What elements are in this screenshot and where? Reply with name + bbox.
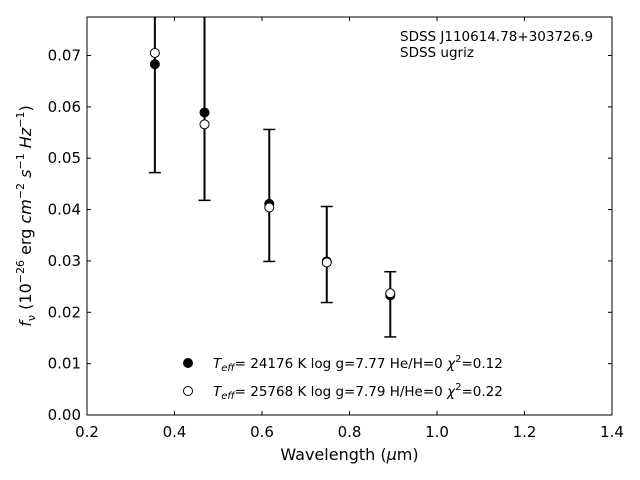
x-axis-label: Wavelength (μm) bbox=[280, 445, 418, 464]
x-tick-label: 1.2 bbox=[513, 423, 537, 441]
x-tick-label: 1.0 bbox=[425, 423, 449, 441]
model-b-point bbox=[385, 288, 396, 299]
model-b-point bbox=[264, 202, 275, 213]
legend-entry: Teff= 24176 K log g=7.77 He/H=0 χ2=0.12 bbox=[213, 354, 503, 374]
y-tick-label: 0.06 bbox=[48, 98, 81, 116]
data-layer bbox=[148, 17, 397, 396]
model-a-point bbox=[199, 107, 210, 118]
y-tick-label: 0.00 bbox=[48, 406, 81, 424]
y-tick-label: 0.05 bbox=[48, 149, 81, 167]
model-b-point bbox=[321, 257, 332, 268]
x-tick-label: 0.8 bbox=[338, 423, 362, 441]
model-b-point bbox=[199, 119, 210, 130]
x-tick-label: 0.4 bbox=[163, 423, 187, 441]
y-axis-label: fν (10−26 erg cm−2 s−1 Hz−1) bbox=[14, 105, 38, 326]
legend-entry: Teff= 25768 K log g=7.79 H/He=0 χ2=0.22 bbox=[213, 382, 503, 402]
annotation-survey: SDSS ugriz bbox=[400, 45, 474, 61]
text-layer: SDSS J110614.78+303726.9 SDSS ugriz Wave… bbox=[14, 29, 593, 464]
model-a-point bbox=[149, 59, 160, 70]
y-tick-label: 0.04 bbox=[48, 201, 81, 219]
axes: 0.2 0.4 0.6 0.8 1.0 1.2 1.4 0.00 0.01 0.02 0.03 0.0… bbox=[48, 16, 624, 441]
y-tick-label: 0.07 bbox=[48, 47, 81, 65]
y-tick-label: 0.03 bbox=[48, 252, 81, 270]
legend-marker-filled bbox=[183, 358, 193, 368]
x-tick-label: 0.6 bbox=[250, 423, 274, 441]
x-tick-label: 1.4 bbox=[600, 423, 624, 441]
legend-marker-open bbox=[183, 386, 193, 396]
x-tick-label: 0.2 bbox=[75, 423, 99, 441]
y-tick-label: 0.02 bbox=[48, 303, 81, 321]
model-b-point bbox=[149, 47, 160, 58]
y-tick-label: 0.01 bbox=[48, 355, 81, 373]
annotation-object-name: SDSS J110614.78+303726.9 bbox=[400, 29, 593, 45]
